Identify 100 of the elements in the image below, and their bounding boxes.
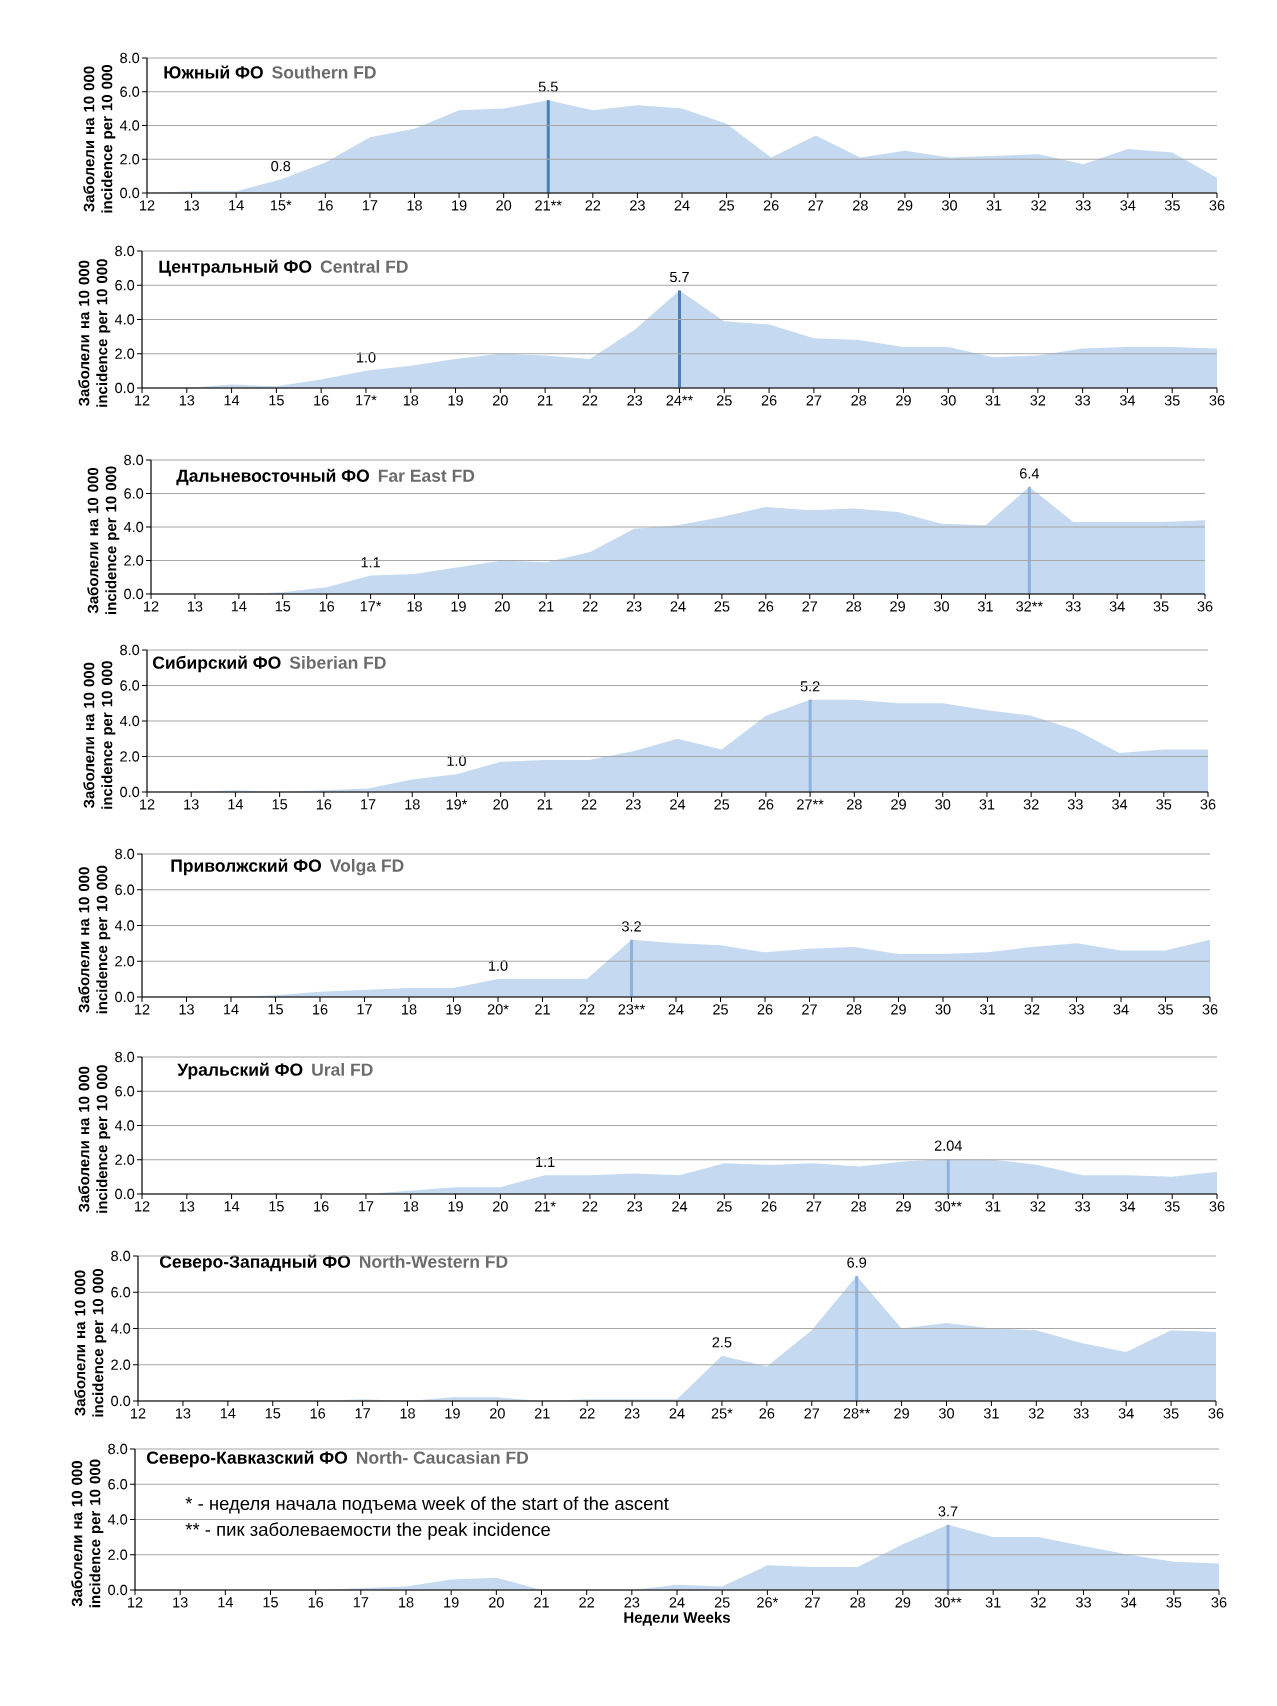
x-tick-label: 30 [933,601,950,612]
x-tick-label: 18 [405,799,420,810]
x-tick-label: 21 [537,395,553,406]
x-tick-label: 35 [1166,1597,1182,1608]
y-tick-label: 2.0 [124,555,144,566]
x-tick-label: 35 [1157,1004,1173,1015]
x-tick-label: 32 [1030,1201,1046,1212]
x-tick-label: 30 [940,395,956,406]
x-tick-label: 24 [670,799,686,810]
x-tick-label: 28 [846,601,862,612]
x-tick-label: 20 [495,601,510,612]
x-tick-label: 27 [802,601,818,612]
x-tick-label: 35 [1156,799,1172,810]
x-tick-label: 16 [310,1408,326,1419]
x-tick-label: 22 [581,799,597,810]
x-tick-label: 25 [714,1597,730,1608]
x-tick-label: 28 [851,395,867,406]
x-tick-label: 17 [362,200,378,211]
x-tick-label: 33 [1068,1004,1084,1015]
x-tick-label: 13 [179,395,195,406]
x-tick-label: 27 [806,1201,822,1212]
x-tick-label: 36 [1200,799,1216,810]
x-tick-label: 34 [1109,601,1125,612]
x-tick-label: 19* [446,799,468,810]
x-tick-label: 31 [986,200,1002,211]
y-tick-label: 4.0 [119,715,140,727]
chart-title: Сибирский ФО [152,655,281,673]
x-tick-label: 12 [128,1597,143,1608]
x-tick-label: 30** [935,1201,962,1212]
x-tick-label: 14 [228,799,244,810]
chart-subtitle: Far East FD [378,469,475,482]
x-tick-label: 29 [896,395,911,406]
y-tick-label: 4.0 [119,120,140,131]
chart-title: Центральный ФО [159,259,312,277]
y-tick-label: 4.0 [107,1514,128,1525]
x-tick-label: 16 [314,1201,329,1212]
chart-title: Приволжский ФО [171,858,322,876]
x-tick-label: 22 [585,200,601,211]
x-tick-label: 29 [891,1004,906,1015]
data-label: 5.7 [670,272,689,283]
x-tick-label: 24 [674,200,690,211]
x-tick-label: 28 [853,200,868,211]
data-label: 1.0 [489,960,508,971]
x-tick-label: 13 [179,1201,195,1212]
x-tick-label: 29 [897,200,913,211]
x-tick-label: 32 [1024,1004,1040,1015]
x-tick-label: 32** [1016,601,1043,612]
x-tick-label: 18 [407,200,422,211]
y-axis-title: Заболели на 10 000 incidence per 10 000 [71,1459,104,1608]
y-tick-label: 4.0 [114,1120,135,1131]
y-tick-label: 6.0 [115,280,135,291]
x-tick-label: 34 [1118,1408,1134,1419]
x-tick-label: 23 [624,1597,640,1608]
y-axis-title: Заболели на 10 000 incidence per 10 000 [87,466,120,614]
x-tick-label: 12 [135,395,150,406]
x-tick-label: 15 [263,1597,278,1608]
x-tick-label: 34 [1112,799,1128,810]
x-tick-label: 25 [714,799,730,810]
x-tick-label: 34 [1113,1004,1129,1015]
x-tick-label: 21* [534,1201,556,1212]
x-tick-label: 31 [985,395,1001,406]
y-tick-label: 2.0 [115,1154,135,1165]
x-tick-label: 21 [534,1408,550,1419]
x-tick-label: 26 [758,799,774,810]
x-tick-label: 19 [451,601,466,612]
x-tick-label: 12 [131,1408,146,1419]
x-tick-label: 33 [1075,1201,1091,1212]
x-tick-label: 26 [761,1201,777,1212]
y-tick-label: 4.0 [114,314,135,325]
x-tick-label: 22 [579,1597,595,1608]
x-tick-label: 30** [934,1597,962,1608]
x-tick-label: 32 [1023,799,1039,810]
x-tick-label: 35 [1164,395,1180,406]
y-tick-label: 8.0 [115,848,135,860]
chart-subtitle: Southern FD [272,65,376,79]
x-tick-label: 30 [935,799,951,810]
y-axis-title: Заболели на 10 000 incidence per 10 000 [83,65,116,213]
x-tick-label: 35 [1164,200,1180,211]
x-tick-label: 36 [1208,1408,1224,1419]
data-label: 0.8 [271,160,291,172]
x-tick-label: 33 [1075,395,1091,406]
data-label: 2.5 [712,1337,732,1348]
x-tick-label: 27 [805,1597,820,1608]
y-tick-label: 8.0 [124,454,144,466]
y-tick-label: 0.0 [108,1584,128,1596]
x-tick-label: 19 [446,1004,461,1015]
y-tick-label: 0.0 [115,1188,135,1200]
x-tick-label: 17 [355,1408,370,1419]
x-tick-label: 12 [140,200,155,211]
x-tick-label: 29 [895,1597,911,1608]
x-tick-label: 14 [224,1004,239,1015]
y-tick-label: 2.0 [120,751,140,762]
y-tick-label: 2.0 [111,1359,131,1370]
y-tick-label: 6.0 [108,1479,128,1490]
x-tick-label: 31 [985,1597,1001,1608]
x-tick-label: 15 [269,395,284,406]
x-tick-label: 26* [757,1597,778,1608]
x-tick-label: 33 [1075,1597,1091,1608]
chart-subtitle: North- Caucasian FD [356,1451,529,1464]
y-tick-label: 6.0 [120,680,140,691]
